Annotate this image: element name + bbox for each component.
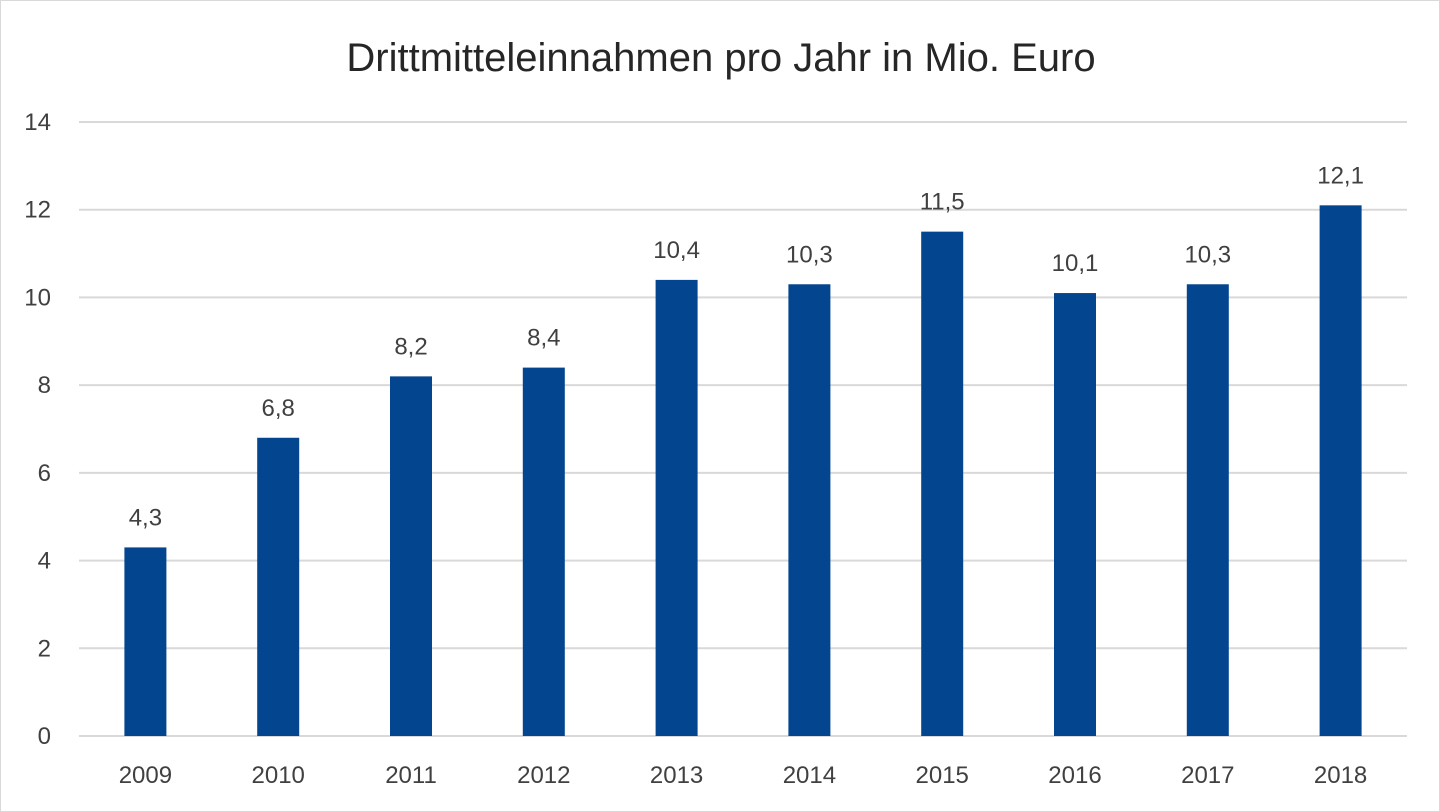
bar: [921, 231, 964, 736]
data-label: 11,5: [920, 189, 965, 216]
bar: [1186, 284, 1229, 736]
y-tick-label: 10: [24, 284, 51, 311]
x-tick-label: 2013: [650, 762, 703, 789]
y-tick-label: 8: [38, 372, 51, 399]
data-label: 10,3: [1184, 241, 1231, 268]
y-tick-label: 6: [38, 460, 51, 487]
x-axis-ticks: 2009 2010 2011 2012 2013 2014 2015 2016 2017 2018: [119, 762, 1368, 789]
x-tick-label: 2017: [1181, 762, 1234, 789]
y-axis-ticks: 0 2 4 6 8 10 12 14: [24, 109, 51, 750]
y-tick-label: 12: [24, 197, 51, 224]
bar: [1054, 293, 1096, 736]
data-label: 12,1: [1317, 162, 1364, 189]
chart-title: Drittmitteleinnahmen pro Jahr in Mio. Eu…: [346, 36, 1095, 80]
x-tick-label: 2011: [385, 762, 437, 789]
bar: [655, 279, 698, 736]
bar: [788, 284, 831, 736]
data-label: 8,4: [527, 325, 560, 352]
bar: [257, 437, 300, 736]
x-tick-label: 2009: [119, 762, 172, 789]
data-label: 10,1: [1052, 250, 1099, 277]
bars: [124, 205, 1362, 737]
gridlines: [79, 121, 1407, 737]
y-tick-label: 14: [24, 109, 51, 136]
x-tick-label: 2018: [1314, 762, 1367, 789]
bar: [522, 367, 565, 736]
y-tick-label: 2: [38, 635, 51, 662]
data-label: 10,3: [786, 241, 833, 268]
y-tick-label: 0: [38, 723, 51, 750]
data-label: 8,2: [394, 333, 427, 360]
x-tick-label: 2014: [783, 762, 836, 789]
x-tick-label: 2016: [1048, 762, 1101, 789]
data-label: 6,8: [262, 395, 295, 422]
bar: [1319, 205, 1362, 737]
y-tick-label: 4: [38, 548, 51, 575]
x-tick-label: 2012: [517, 762, 570, 789]
data-labels: 4,3 6,8 8,2 8,4 10,4 10,3 11,5 10,1 10,3 12,1: [129, 162, 1364, 531]
bar: [390, 376, 432, 736]
x-tick-label: 2010: [252, 762, 305, 789]
data-label: 4,3: [129, 504, 162, 531]
x-tick-label: 2015: [916, 762, 969, 789]
bar: [124, 547, 167, 736]
data-label: 10,4: [653, 237, 700, 264]
